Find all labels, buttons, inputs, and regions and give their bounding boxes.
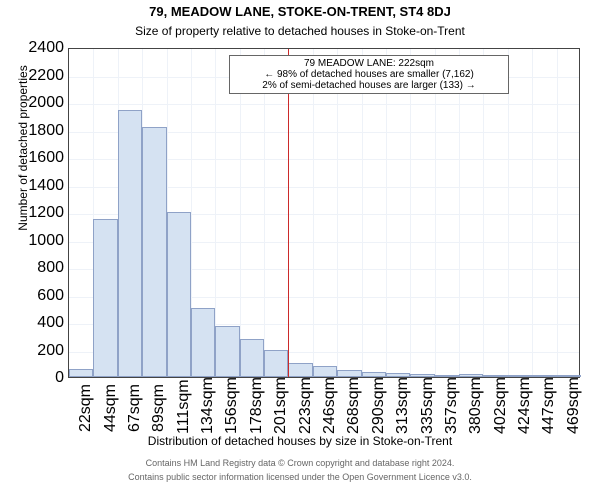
- y-tick-label: 1800: [28, 122, 64, 140]
- y-tick-label: 600: [37, 287, 64, 305]
- histogram-plot: 79 MEADOW LANE: 222sqm← 98% of detached …: [68, 48, 580, 378]
- x-tick-label: 246sqm: [321, 384, 339, 434]
- annotation-line: ← 98% of detached houses are smaller (7,…: [236, 69, 502, 80]
- y-tick-label: 0: [55, 369, 64, 387]
- gridline-v: [508, 49, 509, 377]
- x-tick-label: 469sqm: [565, 384, 583, 434]
- gridline-v: [435, 49, 436, 377]
- gridline-v: [264, 49, 265, 377]
- x-tick-label: 335sqm: [419, 384, 437, 434]
- reference-annotation-box: 79 MEADOW LANE: 222sqm← 98% of detached …: [229, 55, 509, 94]
- gridline-v: [557, 49, 558, 377]
- histogram-bar: [118, 110, 142, 377]
- x-tick-label: 134sqm: [199, 384, 217, 434]
- annotation-line: 2% of semi-detached houses are larger (1…: [236, 80, 502, 91]
- gridline-v: [240, 49, 241, 377]
- x-tick-label: 357sqm: [443, 384, 461, 434]
- x-tick-label: 44sqm: [102, 384, 120, 434]
- histogram-bar: [93, 219, 117, 377]
- histogram-bar: [215, 326, 239, 377]
- x-tick-label: 424sqm: [516, 384, 534, 434]
- x-tick-label: 402sqm: [492, 384, 510, 434]
- x-tick-label: 178sqm: [248, 384, 266, 434]
- x-tick-label: 290sqm: [370, 384, 388, 434]
- x-tick-label: 268sqm: [345, 384, 363, 434]
- gridline-v: [386, 49, 387, 377]
- x-tick-label: 156sqm: [223, 384, 241, 434]
- gridline-v: [483, 49, 484, 377]
- histogram-bar: [264, 350, 288, 378]
- gridline-v: [532, 49, 533, 377]
- x-tick-label: 447sqm: [540, 384, 558, 434]
- annotation-line: 79 MEADOW LANE: 222sqm: [236, 58, 502, 69]
- y-tick-label: 1400: [28, 177, 64, 195]
- footer-line-1: Contains HM Land Registry data © Crown c…: [0, 458, 600, 468]
- histogram-bar: [69, 369, 93, 377]
- gridline-v: [362, 49, 363, 377]
- gridline-h: [69, 104, 579, 105]
- gridline-v: [337, 49, 338, 377]
- page-subtitle: Size of property relative to detached ho…: [0, 24, 600, 38]
- reference-line: [288, 49, 289, 377]
- y-tick-label: 2000: [28, 94, 64, 112]
- x-tick-label: 111sqm: [175, 384, 193, 434]
- x-axis-label: Distribution of detached houses by size …: [0, 434, 600, 448]
- x-tick-label: 89sqm: [150, 384, 168, 434]
- y-tick-label: 200: [37, 342, 64, 360]
- histogram-bar: [167, 212, 191, 377]
- y-tick-label: 400: [37, 314, 64, 332]
- y-tick-label: 2200: [28, 67, 64, 85]
- histogram-bar: [142, 127, 166, 377]
- x-tick-label: 201sqm: [272, 384, 290, 434]
- x-tick-label: 22sqm: [77, 384, 95, 434]
- footer-line-2: Contains public sector information licen…: [0, 472, 600, 482]
- gridline-v: [313, 49, 314, 377]
- x-tick-label: 313sqm: [394, 384, 412, 434]
- x-tick-label: 67sqm: [126, 384, 144, 434]
- histogram-bar: [288, 363, 312, 377]
- y-tick-label: 1600: [28, 149, 64, 167]
- page-title: 79, MEADOW LANE, STOKE-ON-TRENT, ST4 8DJ: [0, 4, 600, 19]
- histogram-bar: [337, 370, 361, 377]
- y-tick-label: 1000: [28, 232, 64, 250]
- y-tick-label: 800: [37, 259, 64, 277]
- x-tick-label: 380sqm: [467, 384, 485, 434]
- y-tick-label: 1200: [28, 204, 64, 222]
- histogram-bar: [191, 308, 215, 377]
- gridline-v: [459, 49, 460, 377]
- y-tick-label: 2400: [28, 39, 64, 57]
- x-tick-label: 223sqm: [297, 384, 315, 434]
- gridline-v: [410, 49, 411, 377]
- histogram-bar: [240, 339, 264, 378]
- histogram-bar: [313, 366, 337, 377]
